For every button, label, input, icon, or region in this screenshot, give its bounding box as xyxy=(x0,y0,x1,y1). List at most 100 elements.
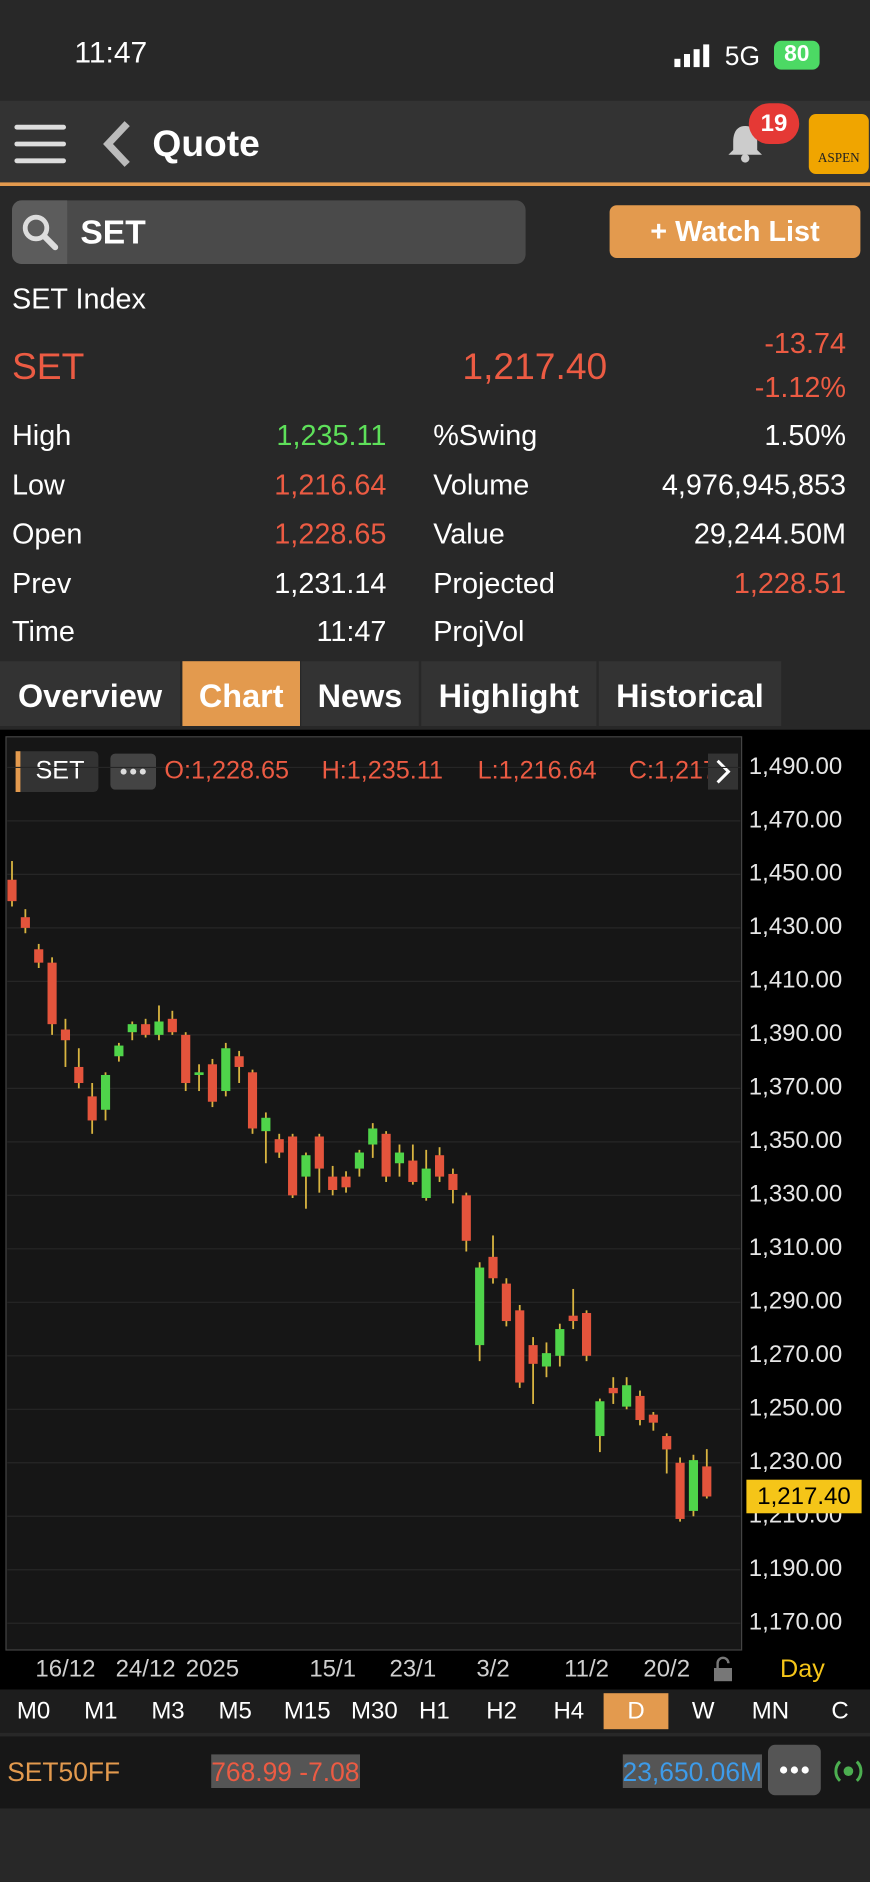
stat-value: 29,244.50M xyxy=(693,518,847,551)
candle-body xyxy=(702,1466,712,1497)
plot-area xyxy=(5,736,743,1651)
interval-label[interactable]: Day xyxy=(780,1655,825,1683)
nav-bar xyxy=(0,100,870,184)
y-tick-label: 1,330.00 xyxy=(749,1181,842,1208)
candle-body xyxy=(87,1096,97,1121)
ohlc-value: L:1,216.64 xyxy=(478,756,597,784)
scroll-arrow-icon xyxy=(716,759,731,784)
candle-body xyxy=(381,1133,391,1177)
ticker-value: 23,650.06M xyxy=(622,1754,762,1789)
timeframe-button[interactable]: H1 xyxy=(419,1698,450,1725)
y-tick-label: 1,350.00 xyxy=(749,1127,842,1154)
candle-body xyxy=(141,1024,151,1035)
more-dots xyxy=(120,768,146,775)
status-time: 11:47 xyxy=(74,36,148,70)
tab[interactable]: Highlight xyxy=(421,661,597,726)
ticker-price: 768.99 -7.08 xyxy=(211,1754,360,1789)
timeframe-button[interactable]: M30 xyxy=(351,1698,398,1725)
ticker-symbol[interactable]: SET50FF xyxy=(7,1756,121,1787)
ohlc-value: H:1,235.11 xyxy=(322,756,443,784)
candle-body xyxy=(608,1387,618,1394)
menu-button[interactable] xyxy=(14,120,67,168)
candle-body xyxy=(301,1155,311,1177)
watchlist-button[interactable]: + Watch List xyxy=(609,205,861,258)
tab[interactable]: Chart xyxy=(182,661,300,726)
candle-body xyxy=(20,917,30,928)
tab[interactable]: News xyxy=(301,661,419,726)
x-tick-label: 23/1 xyxy=(389,1656,436,1683)
y-tick-label: 1,470.00 xyxy=(749,806,842,833)
candle-body xyxy=(475,1267,485,1346)
candle-body xyxy=(528,1345,538,1364)
scroll-arrow[interactable] xyxy=(708,753,738,790)
timeframe-button[interactable]: D xyxy=(603,1693,669,1730)
tab[interactable]: Historical xyxy=(598,661,782,726)
candle-body xyxy=(74,1066,84,1084)
timeframe-button[interactable]: C xyxy=(831,1698,849,1725)
candle-body xyxy=(501,1283,511,1322)
symbol-badge[interactable] xyxy=(15,751,99,793)
y-tick-label: 1,430.00 xyxy=(749,913,842,940)
timeframe-button[interactable]: H2 xyxy=(486,1698,517,1725)
x-tick-label: 16/12 xyxy=(35,1656,95,1683)
y-tick-label: 1,290.00 xyxy=(749,1288,842,1315)
candle-body xyxy=(662,1436,672,1450)
candle-body xyxy=(194,1072,204,1075)
candle-body xyxy=(555,1329,565,1356)
timeframe-button[interactable]: M5 xyxy=(218,1698,252,1725)
candle-body xyxy=(408,1160,418,1182)
search-text[interactable]: SET xyxy=(80,213,146,251)
stat-value: 1,228.65 xyxy=(274,518,387,551)
candle-body xyxy=(34,949,44,963)
candle-body xyxy=(47,962,57,1025)
last-price-label: 1,217.40 xyxy=(757,1483,850,1510)
back-button[interactable] xyxy=(101,120,135,168)
search-box[interactable] xyxy=(12,200,526,264)
y-tick-label: 1,270.00 xyxy=(749,1341,842,1368)
lock-icon[interactable] xyxy=(714,1656,732,1682)
tab[interactable]: Overview xyxy=(0,661,180,726)
y-tick-label: 1,170.00 xyxy=(749,1609,842,1636)
timeframe-button[interactable]: W xyxy=(691,1698,715,1725)
candle-body xyxy=(274,1139,284,1153)
candle-body xyxy=(154,1021,164,1035)
candle-body xyxy=(341,1176,351,1188)
candle-body xyxy=(488,1256,498,1279)
timeframe-button[interactable]: H4 xyxy=(553,1698,585,1725)
change-pct: -1.12% xyxy=(754,372,847,405)
candle-body xyxy=(181,1034,191,1084)
symbol-badge-accent xyxy=(15,751,21,793)
stat-value: 1,216.64 xyxy=(274,469,387,502)
timeframe-button[interactable]: MN xyxy=(751,1698,790,1725)
timeframe-button[interactable]: M15 xyxy=(283,1698,331,1725)
stat-label: Prev xyxy=(12,567,72,600)
stat-value: 1,235.11 xyxy=(276,420,387,453)
security-name: SET Index xyxy=(12,283,146,316)
candle-body xyxy=(461,1195,471,1241)
candle-body xyxy=(515,1310,525,1383)
timeframe-button[interactable]: M0 xyxy=(16,1698,51,1725)
battery: 80 xyxy=(774,40,820,70)
notification-badge: 19 xyxy=(748,103,800,144)
stat-label: Volume xyxy=(433,469,530,502)
timeframe-button[interactable]: M1 xyxy=(84,1698,118,1725)
stat-label: Value xyxy=(433,518,505,551)
logo[interactable]: ASPEN xyxy=(808,114,869,174)
price: 1,217.40 xyxy=(462,345,608,388)
y-tick-label: 1,310.00 xyxy=(749,1234,842,1261)
candle-body xyxy=(7,879,17,902)
nav-title: Quote xyxy=(152,122,260,165)
candle-body xyxy=(261,1117,271,1132)
candle-body xyxy=(595,1401,605,1437)
ticker-more[interactable] xyxy=(768,1744,821,1796)
stat-value: 1,228.51 xyxy=(733,567,847,600)
candle-body xyxy=(581,1313,592,1356)
y-tick-label: 1,490.00 xyxy=(749,753,842,780)
stat-label: %Swing xyxy=(433,420,538,453)
candle-body xyxy=(127,1024,137,1033)
candle-body xyxy=(207,1064,217,1102)
candle-body xyxy=(448,1173,458,1190)
timeframe-button[interactable]: M3 xyxy=(151,1698,185,1725)
candle-body xyxy=(328,1176,338,1190)
candle-body xyxy=(635,1395,645,1420)
